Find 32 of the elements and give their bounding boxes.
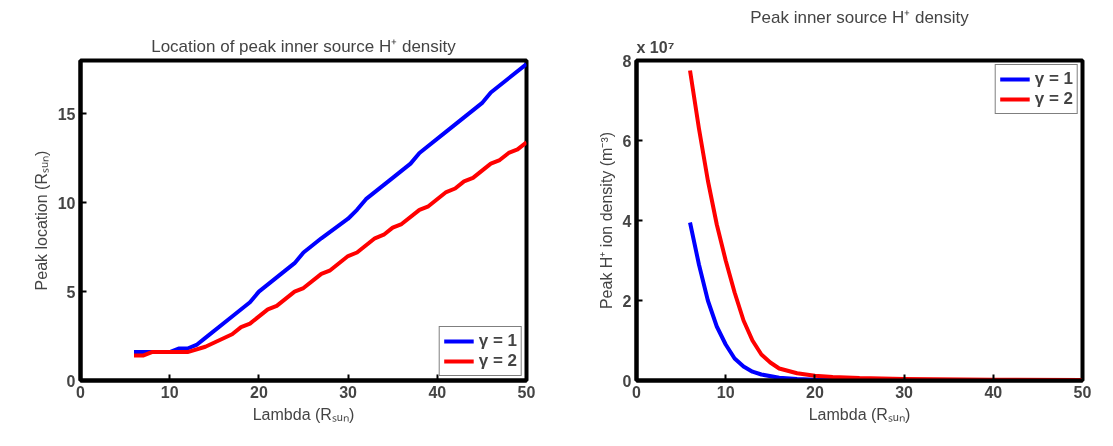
x-tick-label: 40 — [984, 383, 1003, 401]
x-tick-label: 50 — [517, 383, 536, 401]
x-tick-label: 30 — [895, 383, 914, 401]
x-tick-label: 50 — [1073, 383, 1092, 401]
x-tick-label: 20 — [806, 383, 824, 401]
legend-label: γ = 1 — [1034, 69, 1073, 89]
x-axis-title: Lambda (Rₛᵤₙ) — [808, 405, 911, 423]
legend-label: γ = 2 — [478, 351, 517, 371]
chart-title: Peak inner source H⁺ density — [750, 7, 970, 27]
y-tick-label: 15 — [57, 105, 76, 123]
y-tick-label: 2 — [622, 292, 632, 310]
y-tick-label: 8 — [622, 52, 632, 70]
x-tick-label: 10 — [160, 383, 179, 401]
y-tick-label: 0 — [622, 372, 632, 390]
y-tick-label: 4 — [622, 212, 632, 230]
y-axis-title: Peak location (Rₛᵤₙ) — [32, 150, 50, 291]
line-series — [688, 68, 1083, 381]
x-axis-title: Lambda (Rₛᵤₙ) — [252, 405, 355, 423]
y-tick-label: 10 — [57, 194, 76, 212]
y-tick-label: 5 — [66, 283, 76, 301]
legend-label: γ = 1 — [478, 331, 517, 351]
x-tick-label: 40 — [428, 383, 447, 401]
y-axis-title: Peak H⁺ ion density (m⁻³) — [597, 131, 615, 310]
chart-title: Location of peak inner source H⁺ density — [151, 36, 457, 56]
y-tick-label: 0 — [66, 372, 76, 390]
line-series — [132, 62, 527, 355]
x-tick-label: 30 — [339, 383, 358, 401]
y-tick-label: 6 — [622, 132, 632, 150]
legend-label: γ = 2 — [1034, 89, 1073, 109]
x-tick-label: 20 — [250, 383, 268, 401]
text: x 10⁷ — [636, 38, 675, 56]
x-tick-label: 10 — [716, 383, 735, 401]
